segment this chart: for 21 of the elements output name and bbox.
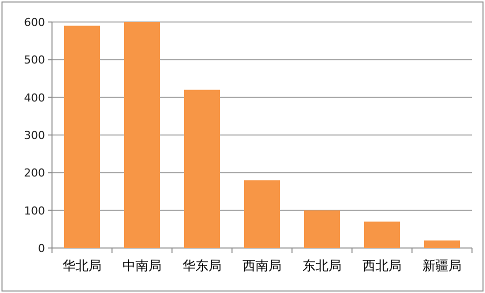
- bar: [364, 222, 400, 248]
- y-tick-label: 500: [24, 54, 45, 67]
- y-tick-label: 200: [24, 166, 45, 180]
- bar: [244, 180, 280, 248]
- x-tick-label: 华北局: [62, 259, 102, 274]
- x-tick-label: 东北局: [302, 259, 342, 274]
- y-tick-label: 400: [24, 91, 45, 104]
- x-tick-label: 西北局: [362, 259, 402, 274]
- x-tick-label: 西南局: [242, 259, 282, 274]
- bar: [184, 90, 220, 248]
- y-tick-label: 600: [24, 16, 45, 29]
- bar: [304, 210, 340, 248]
- y-tick-label: 0: [38, 242, 45, 255]
- x-tick-label: 中南局: [122, 259, 162, 274]
- bar: [424, 240, 460, 248]
- bar: [124, 22, 160, 248]
- y-tick-label: 300: [24, 129, 45, 142]
- y-tick-label: 100: [24, 204, 45, 218]
- x-tick-label: 新疆局: [422, 259, 462, 274]
- bar: [64, 26, 100, 248]
- x-tick-label: 华东局: [182, 259, 222, 274]
